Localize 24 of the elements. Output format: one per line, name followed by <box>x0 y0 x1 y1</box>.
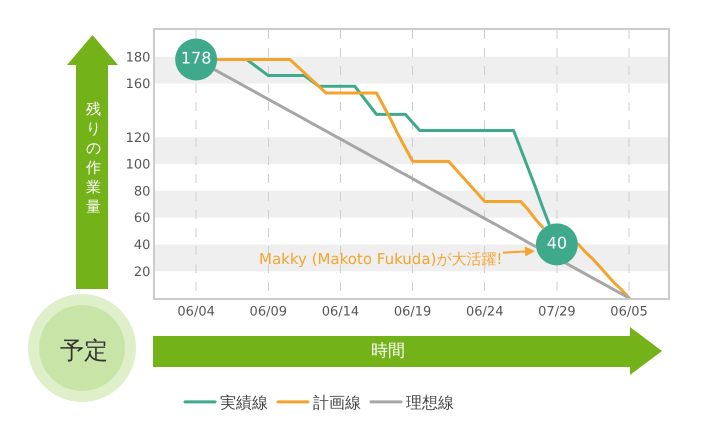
legend-label: 実績線 <box>220 393 268 412</box>
y-tick-label: 180 <box>126 50 150 66</box>
y-axis-title: 残りの作業量 <box>85 100 101 216</box>
y-tick-label: 120 <box>126 130 150 146</box>
data-label: 178 <box>180 48 212 68</box>
text: 予定 <box>60 336 108 364</box>
x-axis-title: 時間 <box>371 341 405 361</box>
x-tick-label: 06/14 <box>322 304 360 320</box>
x-tick-label: 06/05 <box>610 304 648 320</box>
y-tick-label: 100 <box>126 158 150 173</box>
y-tick-label: 60 <box>134 211 150 226</box>
data-label: 40 <box>546 233 568 252</box>
y-tick-label: 160 <box>126 77 150 92</box>
x-tick-label: 06/19 <box>394 304 432 320</box>
x-tick-label: 06/24 <box>466 304 504 320</box>
y-tick-label: 40 <box>134 238 150 253</box>
legend-label: 理想線 <box>406 393 454 412</box>
x-tick-label: 07/29 <box>538 304 576 320</box>
annotation: Makky (Makoto Fukuda)が大活躍! <box>259 250 502 268</box>
legend-label: 計画線 <box>313 393 361 412</box>
x-tick-label: 06/04 <box>177 304 215 320</box>
x-tick-label: 06/09 <box>250 304 288 320</box>
y-tick-label: 20 <box>134 264 150 280</box>
y-tick-label: 80 <box>134 184 150 200</box>
